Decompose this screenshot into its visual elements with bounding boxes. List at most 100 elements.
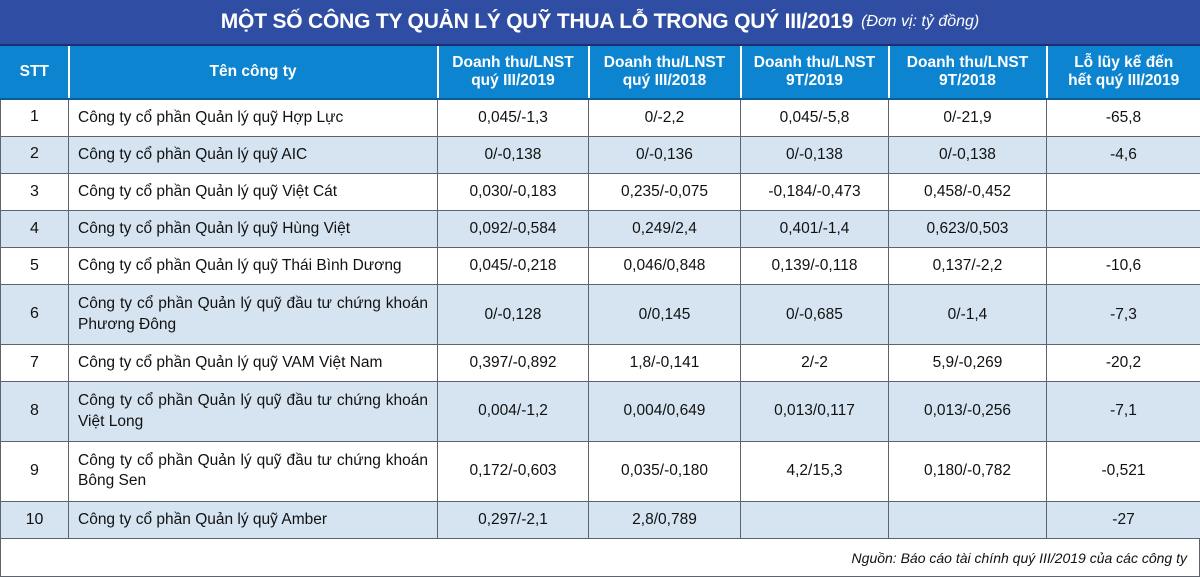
column-header-line: Doanh thu/LNST	[603, 54, 726, 71]
table-row[interactable]: 5 Công ty cổ phần Quản lý quỹ Thái Bình D…	[0, 247, 1200, 286]
table-row[interactable]: 9 Công ty cổ phần Quản lý quỹ đầu tư chứn…	[0, 440, 1200, 502]
table-row[interactable]: 8 Công ty cổ phần Quản lý quỹ đầu tư chứn…	[0, 381, 1200, 442]
column-header-line: quý III/2018	[622, 72, 707, 90]
cell-stt: 3	[0, 172, 69, 211]
table-row[interactable]: 2 Công ty cổ phần Quản lý quỹ AIC 0/-0,138…	[0, 135, 1200, 174]
cell-m3: 2/-2	[740, 344, 889, 383]
cell-m1: 0,297/-2,1	[437, 500, 589, 540]
column-header-line: Doanh thu/LNST	[753, 54, 876, 71]
cell-m5	[1046, 209, 1200, 249]
cell-name: Công ty cổ phần Quản lý quỹ Hùng Việt	[68, 209, 438, 249]
source-bar: Nguồn: Báo cáo tài chính quý III/2019 củ…	[0, 539, 1200, 577]
cell-m4: 5,9/-0,269	[888, 344, 1047, 383]
cell-m1: 0/-0,138	[437, 135, 589, 174]
column-header-m4[interactable]: Doanh thu/LNST 9T/2018	[887, 45, 1047, 100]
cell-m2: 1,8/-0,141	[588, 344, 741, 383]
cell-stt: 10	[0, 500, 69, 540]
table-row[interactable]: 10 Công ty cổ phần Quản lý quỹ Amber 0,297…	[0, 500, 1200, 540]
cell-m2: 0/0,145	[588, 284, 741, 346]
cell-stt: 9	[0, 440, 69, 502]
cell-name: Công ty cổ phần Quản lý quỹ Việt Cát	[68, 172, 438, 211]
cell-name: Công ty cổ phần Quản lý quỹ AIC	[68, 135, 438, 174]
header-row: STT Tên công ty Doanh thu/LNST quý III/2019…	[0, 45, 1200, 100]
table-row[interactable]: 4 Công ty cổ phần Quản lý quỹ Hùng Việt 0,…	[0, 209, 1200, 249]
cell-m5	[1046, 172, 1200, 211]
column-header-line: 9T/2018	[939, 72, 996, 90]
column-header-m3[interactable]: Doanh thu/LNST 9T/2019	[739, 45, 889, 100]
cell-m1: 0,030/-0,183	[437, 172, 589, 211]
source-note: Nguồn: Báo cáo tài chính quý III/2019 củ…	[851, 549, 1187, 566]
cell-m4: 0,180/-0,782	[888, 440, 1047, 502]
cell-m2: 0,249/2,4	[588, 209, 741, 249]
column-header-line: STT	[19, 63, 49, 81]
cell-m5: -7,3	[1046, 284, 1200, 346]
cell-stt: 4	[0, 209, 69, 249]
cell-m1: 0,045/-0,218	[437, 247, 589, 286]
column-header-line: Doanh thu/LNST	[452, 54, 574, 71]
cell-m1: 0/-0,128	[437, 284, 589, 346]
column-header-line: hết quý III/2019	[1068, 72, 1180, 90]
cell-m5: -7,1	[1046, 381, 1200, 442]
cell-m4: 0/-0,138	[888, 135, 1047, 174]
cell-m1: 0,045/-1,3	[437, 98, 589, 137]
cell-stt: 6	[0, 284, 69, 346]
cell-m2: 0,046/0,848	[588, 247, 741, 286]
cell-m4: 0,013/-0,256	[888, 381, 1047, 442]
cell-m5: -65,8	[1046, 98, 1200, 137]
table-header: STT Tên công ty Doanh thu/LNST quý III/2019…	[0, 45, 1200, 100]
column-header-name[interactable]: Tên công ty	[67, 45, 438, 100]
cell-m3: 0,401/-1,4	[740, 209, 889, 249]
cell-m4: 0,623/0,503	[888, 209, 1047, 249]
cell-stt: 2	[0, 135, 69, 174]
column-header-m5[interactable]: Lỗ lũy kế đến hết quý III/2019	[1045, 45, 1200, 100]
column-header-line: Tên công ty	[209, 63, 297, 81]
cell-name: Công ty cổ phần Quản lý quỹ Amber	[68, 500, 438, 540]
cell-name: Công ty cổ phần Quản lý quỹ đầu tư chứng…	[68, 381, 438, 442]
cell-m2: 0/-0,136	[588, 135, 741, 174]
cell-m1: 0,004/-1,2	[437, 381, 589, 442]
cell-m1: 0,397/-0,892	[437, 344, 589, 383]
cell-m5: -27	[1046, 500, 1200, 540]
cell-m1: 0,172/-0,603	[437, 440, 589, 502]
cell-name: Công ty cổ phần Quản lý quỹ VAM Việt Nam	[68, 344, 438, 383]
cell-m5: -4,6	[1046, 135, 1200, 174]
cell-m2: 0/-2,2	[588, 98, 741, 137]
column-header-m1[interactable]: Doanh thu/LNST quý III/2019	[436, 45, 589, 100]
cell-m2: 0,235/-0,075	[588, 172, 741, 211]
cell-m3: 0/-0,685	[740, 284, 889, 346]
column-header-m2[interactable]: Doanh thu/LNST quý III/2018	[587, 45, 741, 100]
figure-title-bar: MỘT SỐ CÔNG TY QUẢN LÝ QUỸ THUA LỖ TRONG…	[0, 0, 1200, 46]
cell-name: Công ty cổ phần Quản lý quỹ Hợp Lực	[68, 98, 438, 137]
cell-name: Công ty cổ phần Quản lý quỹ đầu tư chứng…	[68, 440, 438, 502]
cell-stt: 1	[0, 98, 69, 137]
cell-m3: 4,2/15,3	[740, 440, 889, 502]
figure-title: MỘT SỐ CÔNG TY QUẢN LÝ QUỸ THUA LỖ TRONG…	[220, 10, 854, 33]
cell-m3	[740, 500, 889, 540]
table-row[interactable]: 1 Công ty cổ phần Quản lý quỹ Hợp Lực 0,04…	[0, 98, 1200, 137]
table-body: 1 Công ty cổ phần Quản lý quỹ Hợp Lực 0,04…	[0, 98, 1200, 540]
cell-m5: -20,2	[1046, 344, 1200, 383]
cell-m3: 0,013/0,117	[740, 381, 889, 442]
cell-m3: -0,184/-0,473	[740, 172, 889, 211]
data-table: STT Tên công ty Doanh thu/LNST quý III/2019…	[0, 45, 1200, 540]
cell-stt: 5	[0, 247, 69, 286]
cell-m5: -10,6	[1046, 247, 1200, 286]
cell-m4: 0,458/-0,452	[888, 172, 1047, 211]
table-row[interactable]: 3 Công ty cổ phần Quản lý quỹ Việt Cát 0,0…	[0, 172, 1200, 211]
cell-m5: -0,521	[1046, 440, 1200, 502]
column-header-line: 9T/2019	[786, 72, 843, 90]
cell-m3: 0/-0,138	[740, 135, 889, 174]
cell-m1: 0,092/-0,584	[437, 209, 589, 249]
cell-name: Công ty cổ phần Quản lý quỹ Thái Bình Dư…	[68, 247, 438, 286]
cell-m2: 0,004/0,649	[588, 381, 741, 442]
cell-m2: 0,035/-0,180	[588, 440, 741, 502]
table-row[interactable]: 7 Công ty cổ phần Quản lý quỹ VAM Việt Na…	[0, 344, 1200, 383]
cell-stt: 7	[0, 344, 69, 383]
cell-m4	[888, 500, 1047, 540]
cell-m4: 0/-1,4	[888, 284, 1047, 346]
column-header-stt[interactable]: STT	[0, 45, 69, 100]
column-header-line: Lỗ lũy kế đến	[1074, 54, 1174, 71]
table-row[interactable]: 6 Công ty cổ phần Quản lý quỹ đầu tư chứn…	[0, 284, 1200, 346]
cell-m4: 0/-21,9	[888, 98, 1047, 137]
